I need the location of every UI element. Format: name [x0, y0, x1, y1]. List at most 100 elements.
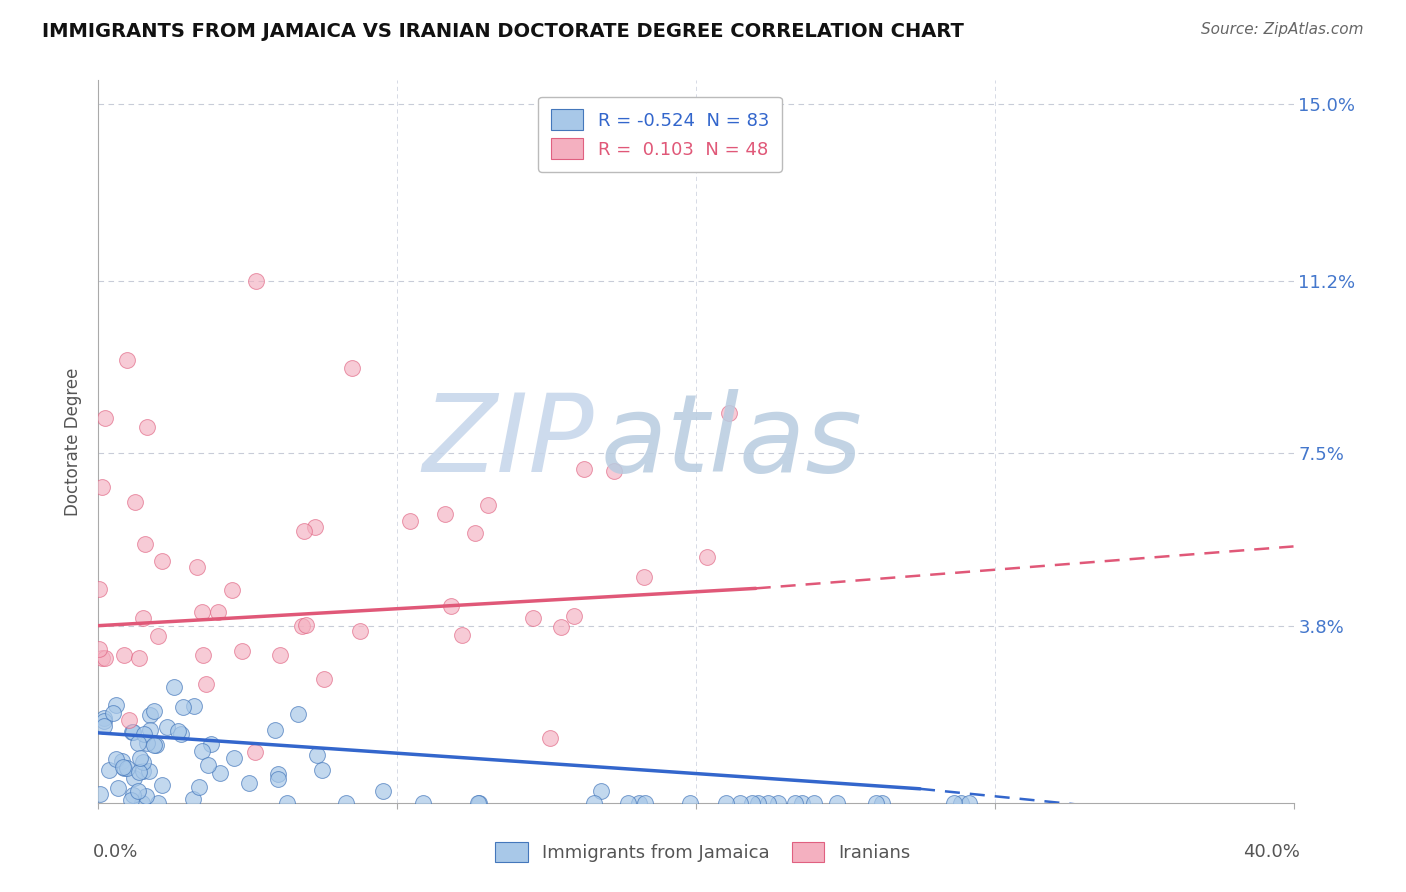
Point [714, 796, 737, 810]
Point [193, 648, 215, 663]
Point [562, 609, 585, 624]
Point [122, 771, 145, 785]
Point [105, 698, 128, 712]
Point [167, 724, 190, 739]
Text: atlas: atlas [600, 389, 862, 494]
Point [89, 582, 111, 596]
Point [942, 796, 965, 810]
Point [142, 704, 165, 718]
Point [628, 796, 651, 810]
Point [129, 751, 152, 765]
Point [335, 796, 357, 810]
Point [103, 706, 125, 721]
Point [790, 796, 813, 810]
Point [93, 650, 115, 665]
Point [122, 724, 145, 739]
Point [617, 796, 640, 810]
Point [132, 755, 155, 769]
Point [142, 739, 165, 753]
Point [264, 723, 287, 738]
Point [118, 714, 141, 728]
Point [287, 707, 309, 722]
Point [186, 559, 208, 574]
Text: 40.0%: 40.0% [1243, 843, 1299, 861]
Point [150, 778, 173, 792]
Point [127, 783, 149, 797]
Point [128, 765, 150, 780]
Point [112, 648, 135, 662]
Point [747, 796, 769, 810]
Point [111, 754, 134, 768]
Point [107, 780, 129, 795]
Point [111, 760, 134, 774]
Point [89, 642, 111, 657]
Point [440, 599, 463, 614]
Point [145, 739, 167, 753]
Point [124, 495, 146, 509]
Legend: R = -0.524  N = 83, R =  0.103  N = 48: R = -0.524 N = 83, R = 0.103 N = 48 [538, 96, 782, 171]
Point [121, 724, 143, 739]
Text: ZIP: ZIP [423, 389, 595, 494]
Text: 0.0%: 0.0% [93, 843, 138, 861]
Point [603, 465, 626, 479]
Point [207, 605, 229, 619]
Point [150, 554, 173, 568]
Point [718, 406, 741, 420]
Point [340, 360, 363, 375]
Point [349, 624, 371, 639]
Point [291, 618, 314, 632]
Point [134, 727, 156, 741]
Point [467, 796, 489, 810]
Point [191, 744, 214, 758]
Point [122, 788, 145, 802]
Point [135, 789, 157, 804]
Point [633, 570, 655, 584]
Point [231, 644, 253, 658]
Point [245, 274, 267, 288]
Point [134, 537, 156, 551]
Point [783, 796, 806, 810]
Point [957, 796, 980, 810]
Point [89, 788, 111, 802]
Point [950, 796, 973, 810]
Point [741, 796, 763, 810]
Point [477, 498, 499, 512]
Point [93, 711, 115, 725]
Point [131, 796, 153, 810]
Point [191, 605, 214, 619]
Point [132, 764, 155, 778]
Point [98, 763, 121, 777]
Point [197, 757, 219, 772]
Point [194, 677, 217, 691]
Point [135, 735, 157, 749]
Point [238, 776, 260, 790]
Point [200, 737, 222, 751]
Point [269, 648, 291, 663]
Point [373, 784, 395, 798]
Point [162, 681, 184, 695]
Point [467, 796, 489, 810]
Point [267, 767, 290, 781]
Y-axis label: Doctorate Degree: Doctorate Degree [65, 368, 83, 516]
Point [156, 721, 179, 735]
Point [696, 549, 718, 564]
Point [146, 796, 169, 810]
Point [572, 462, 595, 476]
Point [582, 796, 605, 810]
Point [188, 780, 211, 794]
Point [464, 525, 486, 540]
Point [870, 796, 893, 810]
Text: Source: ZipAtlas.com: Source: ZipAtlas.com [1201, 22, 1364, 37]
Point [148, 629, 170, 643]
Point [412, 796, 434, 810]
Point [139, 723, 162, 737]
Point [522, 611, 544, 625]
Point [112, 761, 135, 775]
Point [766, 796, 789, 810]
Point [305, 748, 328, 763]
Point [93, 719, 115, 733]
Point [451, 628, 474, 642]
Point [115, 761, 138, 775]
Point [550, 619, 572, 633]
Point [120, 793, 142, 807]
